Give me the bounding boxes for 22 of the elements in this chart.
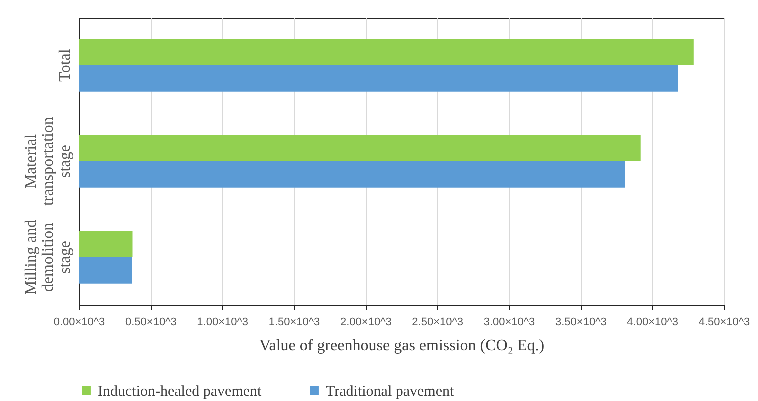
y-tick-label: Total: [57, 48, 74, 82]
x-tick-label: 0.00×10^3: [54, 316, 106, 328]
y-tick-label: Milling and demolition stage: [23, 220, 74, 296]
x-tick-label: 2.00×10^3: [340, 316, 392, 328]
bar: [79, 39, 694, 66]
x-axis-title: Value of greenhouse gas emission (CO₂ Eq.): [259, 338, 545, 354]
legend-label: Induction-healed pavement: [98, 384, 263, 400]
bar: [79, 231, 133, 258]
x-tick-label: 3.50×10^3: [555, 316, 607, 328]
legend-label: Traditional pavement: [326, 384, 456, 400]
y-tick-label: Material transportation stage: [23, 117, 74, 206]
x-tick-label: 1.50×10^3: [268, 316, 320, 328]
x-tick-label: 0.50×10^3: [125, 316, 177, 328]
bar: [79, 162, 626, 188]
x-tick-label: 1.00×10^3: [197, 316, 249, 328]
bar: [79, 257, 132, 284]
bar: [79, 66, 678, 92]
x-tick-label: 4.50×10^3: [698, 316, 750, 328]
x-tick-label: 2.50×10^3: [412, 316, 464, 328]
x-tick-label: 3.00×10^3: [484, 316, 536, 328]
bar: [79, 135, 641, 162]
x-tick-label: 4.00×10^3: [627, 316, 679, 328]
